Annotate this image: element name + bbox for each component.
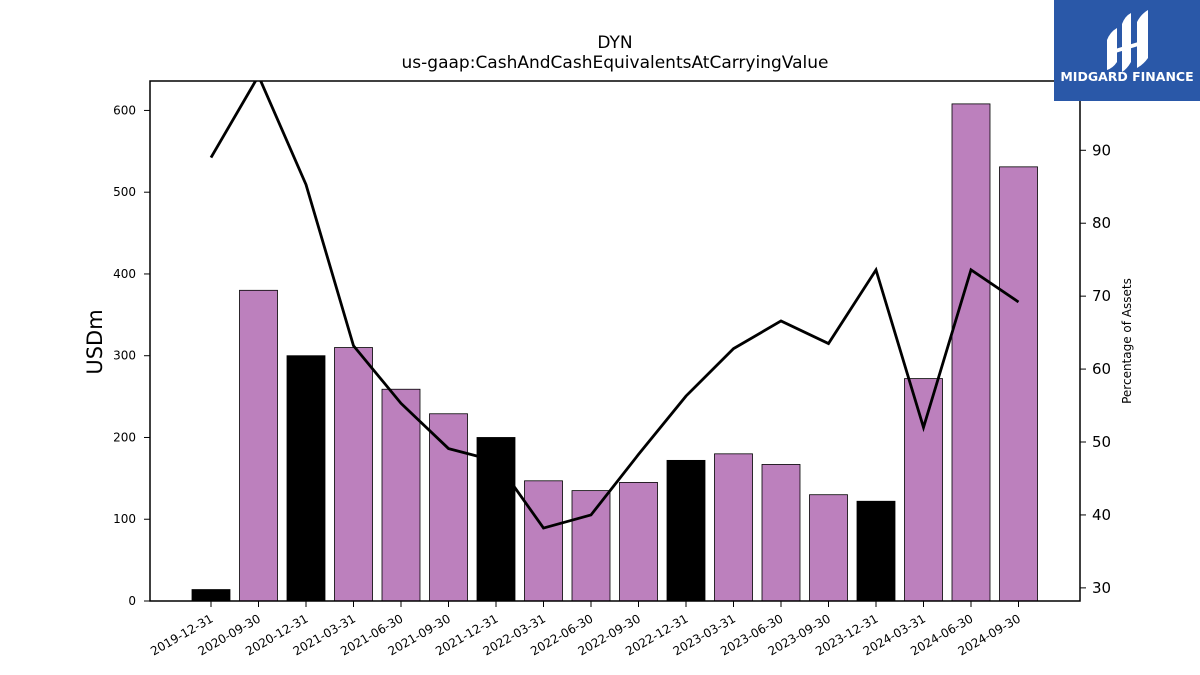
right-axis: 30 40 50 60 70 80 90 bbox=[1080, 141, 1111, 597]
y-tick-label: 0 bbox=[128, 594, 136, 608]
bar bbox=[286, 355, 326, 602]
logo-text: MIDGARD FINANCE bbox=[1060, 69, 1193, 84]
y2-tick-label: 80 bbox=[1092, 214, 1111, 232]
y-axis-label: USDm bbox=[83, 309, 107, 374]
y2-axis-label: Percentage of Assets bbox=[1120, 278, 1134, 404]
left-axis: 0 100 200 300 400 500 600 bbox=[113, 103, 150, 608]
bar bbox=[476, 437, 516, 602]
y-tick-label: 300 bbox=[113, 349, 136, 363]
y2-tick-label: 60 bbox=[1092, 360, 1111, 378]
y2-tick-label: 50 bbox=[1092, 433, 1111, 451]
bar bbox=[239, 289, 278, 602]
bar bbox=[856, 500, 896, 602]
bar bbox=[429, 413, 468, 602]
logo-mark-icon bbox=[1107, 10, 1148, 72]
bar bbox=[191, 589, 231, 602]
y-tick-label: 100 bbox=[113, 512, 136, 526]
bar bbox=[666, 459, 706, 602]
bar bbox=[951, 103, 991, 602]
bar bbox=[381, 388, 421, 602]
y-tick-label: 600 bbox=[113, 103, 136, 117]
chart-subtitle: us-gaap:CashAndCashEquivalentsAtCarrying… bbox=[402, 53, 829, 73]
bar bbox=[619, 482, 658, 602]
bar bbox=[524, 480, 563, 602]
y2-tick-label: 30 bbox=[1092, 579, 1111, 597]
y2-tick-label: 70 bbox=[1092, 287, 1111, 305]
midgard-finance-logo: MIDGARD FINANCE bbox=[1054, 0, 1200, 101]
bar bbox=[999, 166, 1038, 602]
bar-series bbox=[191, 103, 1038, 602]
y-tick-label: 200 bbox=[113, 430, 136, 444]
bar bbox=[761, 464, 801, 602]
chart-title: DYN bbox=[597, 33, 632, 53]
bar bbox=[809, 494, 848, 602]
plot-frame bbox=[149, 80, 1081, 602]
x-axis: 2019-12-312020-09-302020-12-312021-03-31… bbox=[148, 601, 1023, 658]
bar bbox=[714, 453, 753, 602]
y2-tick-label: 40 bbox=[1092, 506, 1111, 524]
bar bbox=[571, 490, 611, 602]
bar bbox=[334, 347, 373, 602]
y-tick-label: 400 bbox=[113, 267, 136, 281]
y2-tick-label: 90 bbox=[1092, 141, 1111, 159]
bar bbox=[904, 378, 943, 602]
line-series bbox=[209, 81, 1020, 530]
line-path bbox=[209, 81, 1020, 530]
y-tick-label: 500 bbox=[113, 185, 136, 199]
